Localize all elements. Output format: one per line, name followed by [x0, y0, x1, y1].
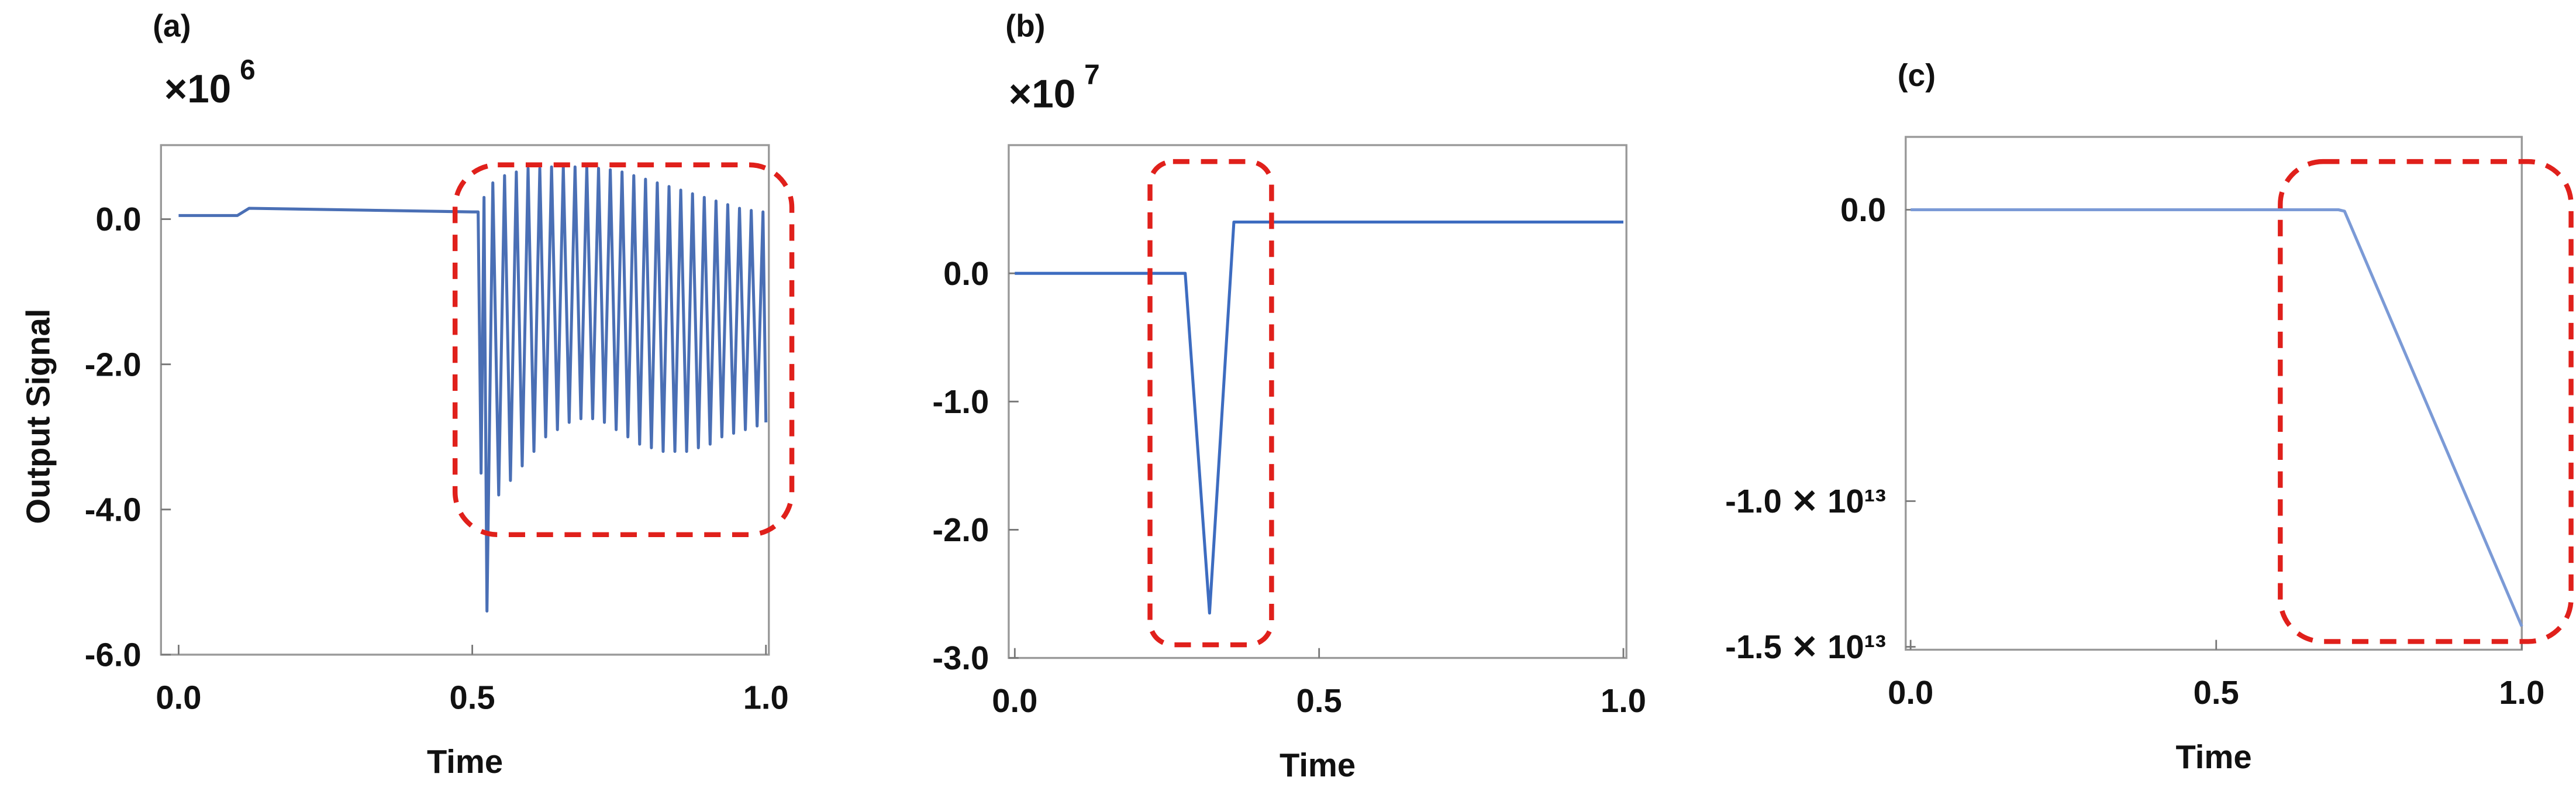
highlight-box — [452, 162, 795, 538]
x-axis-label: Time — [2176, 738, 2252, 775]
y-tick-label: 0.0 — [1840, 191, 1886, 228]
x-axis-label: Time — [427, 743, 503, 780]
highlight-box — [1147, 159, 1274, 648]
plot-frame — [1905, 136, 2523, 651]
y-axis-label: Output Signal — [19, 308, 56, 524]
panel-label: (b) — [1005, 9, 1045, 44]
x-tick-label: 0.0 — [992, 682, 1037, 719]
x-axis-label: Time — [1280, 747, 1356, 783]
y-tick-label: -3.0 — [932, 639, 989, 676]
series-line — [1015, 220, 1624, 615]
x-tick-label: 1.0 — [2499, 674, 2544, 711]
panel-label: (c) — [1898, 59, 1936, 93]
y-tick-label: 0.0 — [96, 201, 142, 238]
y-tick-label: -1.0 ✕ 10¹³ — [1725, 483, 1886, 520]
x-tick-label: 0.5 — [1296, 682, 1342, 719]
x-tick-label: 0.5 — [2194, 674, 2239, 711]
series-line — [1911, 208, 2523, 627]
y-tick-label: 0.0 — [943, 255, 989, 292]
y-multiplier-exponent: 7 — [1084, 60, 1100, 91]
y-multiplier-exponent: 6 — [240, 55, 256, 86]
y-tick-label: -2.0 — [85, 346, 142, 383]
y-tick-label: -6.0 — [85, 637, 142, 673]
x-tick-label: 1.0 — [1601, 682, 1646, 719]
panel-label: (a) — [153, 9, 191, 44]
y-multiplier: ×10 — [164, 67, 231, 111]
x-tick-label: 1.0 — [743, 679, 789, 716]
x-tick-label: 0.0 — [1888, 674, 1933, 711]
y-tick-label: -1.0 — [932, 383, 989, 420]
y-tick-label: -4.0 — [85, 491, 142, 528]
x-tick-label: 0.0 — [156, 679, 201, 716]
y-tick-label: -1.5 ✕ 10¹³ — [1725, 628, 1886, 665]
series-line — [178, 165, 768, 613]
x-tick-label: 0.5 — [450, 679, 495, 716]
highlight-box — [2278, 159, 2574, 644]
plot-frame — [160, 144, 770, 656]
y-tick-label: -2.0 — [932, 511, 989, 548]
y-multiplier: ×10 — [1009, 72, 1075, 116]
